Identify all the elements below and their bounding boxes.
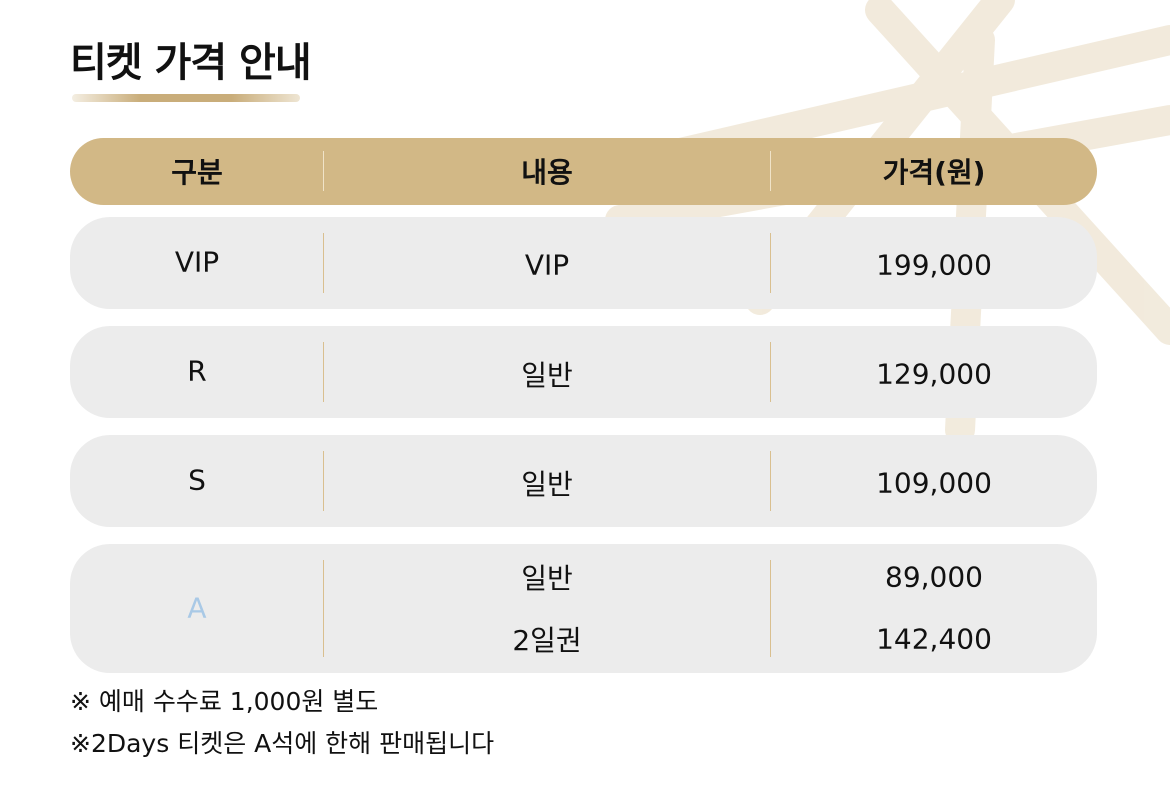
grade-cell: S [188, 463, 206, 497]
column-divider [770, 560, 771, 657]
column-divider [770, 233, 771, 293]
column-divider [323, 233, 324, 293]
column-divider [323, 342, 324, 402]
table-row [70, 544, 1097, 673]
price-cell: 199,000 [876, 248, 992, 282]
column-divider [770, 342, 771, 402]
price-cell: 129,000 [876, 357, 992, 391]
column-divider [770, 151, 771, 191]
price-cell: 109,000 [876, 466, 992, 500]
grade-cell: R [187, 354, 207, 388]
content-cell: 2일권 [512, 624, 582, 657]
column-divider [323, 451, 324, 511]
content-cell: 일반 [521, 562, 573, 595]
column-header: 가격(원) [882, 156, 986, 189]
table-row [70, 217, 1097, 309]
grade-cell: VIP [174, 245, 220, 279]
note: ※2Days 티켓은 A석에 한해 판매됩니다 [70, 729, 495, 758]
title: 티켓 가격 안내 [70, 40, 312, 86]
header-row [70, 138, 1097, 205]
table-row [70, 435, 1097, 527]
note: ※ 예매 수수료 1,000원 별도 [70, 687, 379, 716]
content-cell: 일반 [521, 468, 573, 501]
column-divider [770, 451, 771, 511]
table-row [70, 326, 1097, 418]
price-cell: 142,400 [876, 622, 992, 656]
content-cell: VIP [524, 248, 570, 282]
column-header: 구분 [171, 156, 223, 189]
column-divider [323, 560, 324, 657]
column-header: 내용 [521, 156, 573, 189]
title-underline [72, 94, 300, 102]
price-cell: 89,000 [885, 560, 983, 594]
column-divider [323, 151, 324, 191]
content-cell: 일반 [521, 359, 573, 392]
grade-cell: A [187, 591, 207, 624]
